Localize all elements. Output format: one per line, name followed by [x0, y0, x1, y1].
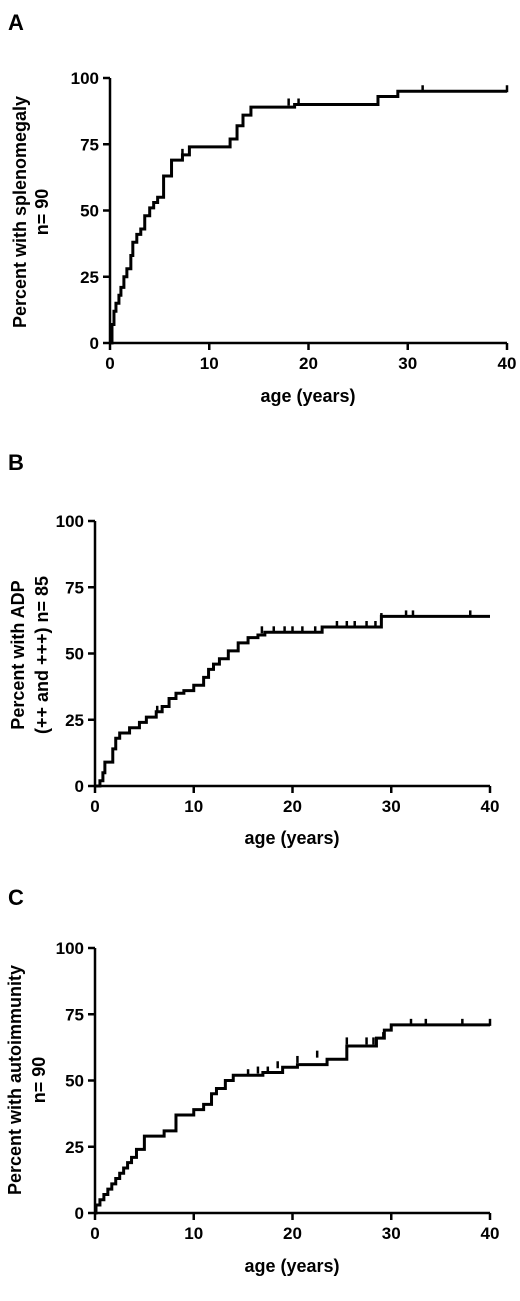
x-tick-label: 40 [481, 797, 500, 816]
series-line [95, 614, 490, 788]
y-axis-title-line2: (++ and +++) n= 85 [32, 576, 52, 734]
y-tick-label: 75 [65, 1005, 84, 1024]
x-tick-label: 10 [184, 797, 203, 816]
y-axis-title-line1: Percent with splenomegaly [10, 96, 30, 328]
y-tick-label: 50 [80, 202, 99, 221]
y-tick-label: 0 [75, 1204, 84, 1223]
y-tick-label: 25 [80, 268, 99, 287]
x-axis-title: age (years) [244, 828, 339, 848]
y-axis-title-line1: Percent with autoimmunity [5, 965, 25, 1195]
x-axis-title: age (years) [260, 386, 355, 406]
y-tick-label: 0 [75, 777, 84, 796]
x-tick-label: 20 [283, 797, 302, 816]
x-tick-label: 10 [200, 354, 219, 373]
y-tick-label: 50 [65, 645, 84, 664]
x-tick-label: 10 [184, 1224, 203, 1243]
y-axis-title-line1: Percent with ADP [8, 580, 28, 729]
series-line [94, 1023, 490, 1215]
panel-letter-c: C [8, 885, 24, 910]
x-tick-label: 0 [90, 1224, 99, 1243]
y-tick-label: 100 [56, 512, 84, 531]
y-axis-title-line2: n= 90 [29, 1057, 49, 1104]
x-tick-label: 0 [105, 354, 114, 373]
y-tick-label: 25 [65, 711, 84, 730]
x-tick-label: 30 [382, 1224, 401, 1243]
y-tick-label: 100 [71, 69, 99, 88]
y-tick-label: 50 [65, 1072, 84, 1091]
y-tick-label: 75 [65, 578, 84, 597]
x-tick-label: 40 [481, 1224, 500, 1243]
y-axis-title-line2: n= 90 [32, 189, 52, 236]
x-tick-label: 30 [398, 354, 417, 373]
x-tick-label: 0 [90, 797, 99, 816]
x-tick-label: 40 [498, 354, 517, 373]
x-tick-label: 20 [283, 1224, 302, 1243]
x-tick-label: 20 [299, 354, 318, 373]
y-tick-label: 0 [90, 334, 99, 353]
x-axis-title: age (years) [244, 1256, 339, 1276]
chart-panel-b: Percent with ADP (++ and +++) n= 85 age … [8, 512, 499, 848]
chart-panel-a: Percent with splenomegaly n= 90 age (yea… [10, 69, 516, 406]
panel-letter-b: B [8, 450, 24, 475]
y-tick-label: 25 [65, 1138, 84, 1157]
series-line [110, 89, 507, 345]
y-tick-label: 100 [56, 939, 84, 958]
chart-panel-c: Percent with autoimmunity n= 90 age (yea… [5, 939, 499, 1276]
x-tick-label: 30 [382, 797, 401, 816]
panel-letter-a: A [8, 10, 24, 35]
y-tick-label: 75 [80, 135, 99, 154]
